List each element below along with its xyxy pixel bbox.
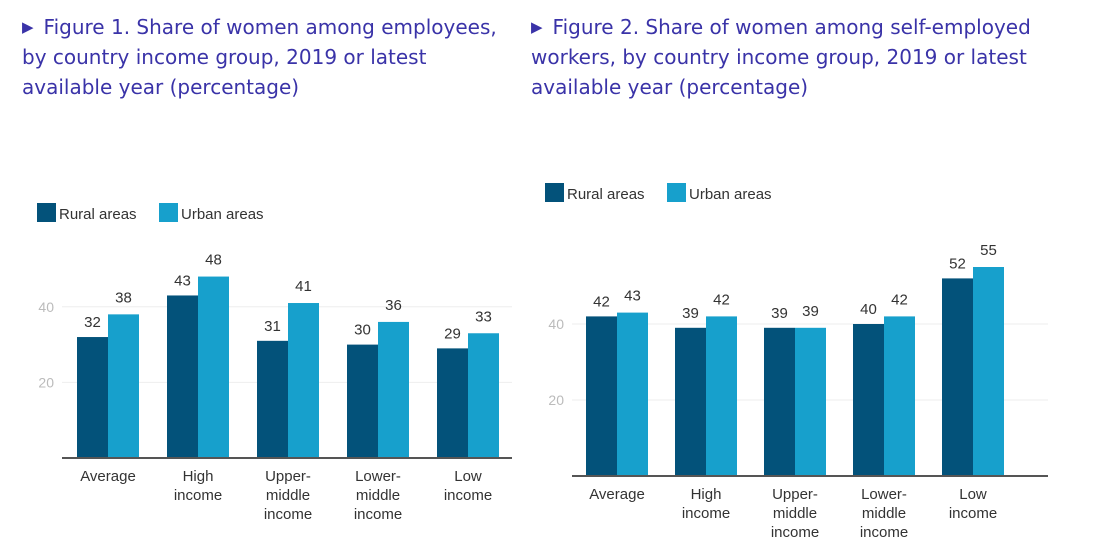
bar-rural: [347, 344, 378, 458]
data-label: 55: [980, 242, 997, 259]
x-tick-label: income: [264, 506, 312, 523]
legend-swatch-rural: [545, 183, 564, 202]
data-label: 52: [949, 255, 966, 272]
data-label: 36: [385, 297, 402, 314]
figure-2-title-text: Figure 2. Share of women among self-empl…: [531, 15, 1031, 99]
legend-label: Urban areas: [689, 186, 772, 203]
bar-rural: [942, 278, 973, 476]
bar-urban: [288, 303, 319, 458]
triangle-right-icon: ▶: [22, 18, 34, 36]
data-label: 43: [624, 288, 641, 305]
data-label: 32: [84, 314, 101, 331]
bar-urban: [108, 314, 139, 458]
y-tick-label: 20: [548, 392, 564, 408]
x-tick-label: High: [691, 486, 722, 503]
legend-label: Rural areas: [59, 206, 137, 223]
x-tick-label: Average: [80, 468, 136, 485]
legend-swatch-urban: [667, 183, 686, 202]
x-tick-label: middle: [356, 487, 400, 504]
bar-rural: [167, 295, 198, 458]
bar-urban: [378, 321, 409, 458]
bar-urban: [617, 312, 648, 476]
bar-urban: [468, 333, 499, 458]
figure-2-title: ▶ Figure 2. Share of women among self-emp…: [531, 12, 1091, 102]
x-tick-label: middle: [773, 505, 817, 522]
legend-swatch-urban: [159, 203, 178, 222]
bar-rural: [77, 337, 108, 458]
data-label: 43: [174, 272, 191, 289]
data-label: 48: [205, 252, 222, 269]
legend-label: Urban areas: [181, 206, 264, 223]
bar-urban: [795, 327, 826, 476]
data-label: 30: [354, 322, 371, 339]
y-tick-label: 40: [548, 316, 564, 332]
data-label: 42: [593, 293, 610, 310]
data-label: 38: [115, 289, 132, 306]
x-tick-label: Lower-: [861, 486, 907, 503]
bar-rural: [257, 340, 288, 458]
data-label: 39: [771, 305, 788, 322]
x-tick-label: income: [354, 506, 402, 523]
data-label: 39: [682, 305, 699, 322]
data-label: 33: [475, 308, 492, 325]
bar-urban: [198, 276, 229, 458]
bar-urban: [973, 267, 1004, 476]
figure-1-title-text: Figure 1. Share of women among employees…: [22, 15, 497, 99]
data-label: 40: [860, 301, 877, 318]
x-tick-label: Average: [589, 486, 645, 503]
legend-swatch-rural: [37, 203, 56, 222]
x-tick-label: income: [444, 487, 492, 504]
x-tick-label: income: [174, 487, 222, 504]
legend-label: Rural areas: [567, 186, 645, 203]
x-tick-label: income: [771, 524, 819, 541]
figure-1-title: ▶ Figure 1. Share of women among employee…: [22, 12, 512, 102]
x-tick-label: Low: [959, 486, 987, 503]
data-label: 39: [802, 303, 819, 320]
data-label: 41: [295, 278, 312, 295]
bar-rural: [764, 327, 795, 476]
x-tick-label: High: [183, 468, 214, 485]
bar-rural: [853, 324, 884, 476]
bar-urban: [706, 316, 737, 476]
y-tick-label: 20: [38, 374, 54, 390]
triangle-right-icon: ▶: [531, 18, 543, 36]
x-tick-label: Upper-: [772, 486, 818, 503]
x-tick-label: middle: [266, 487, 310, 504]
bar-rural: [675, 327, 706, 476]
data-label: 31: [264, 318, 281, 335]
x-tick-label: income: [682, 505, 730, 522]
bar-rural: [586, 316, 617, 476]
x-tick-label: Lower-: [355, 468, 401, 485]
x-tick-label: middle: [862, 505, 906, 522]
data-label: 42: [891, 291, 908, 308]
data-label: 42: [713, 291, 730, 308]
y-tick-label: 40: [38, 299, 54, 315]
x-tick-label: Low: [454, 468, 482, 485]
bar-rural: [437, 348, 468, 458]
x-tick-label: income: [860, 524, 908, 541]
x-tick-label: Upper-: [265, 468, 311, 485]
bar-urban: [884, 316, 915, 476]
data-label: 29: [444, 325, 461, 342]
x-tick-label: income: [949, 505, 997, 522]
